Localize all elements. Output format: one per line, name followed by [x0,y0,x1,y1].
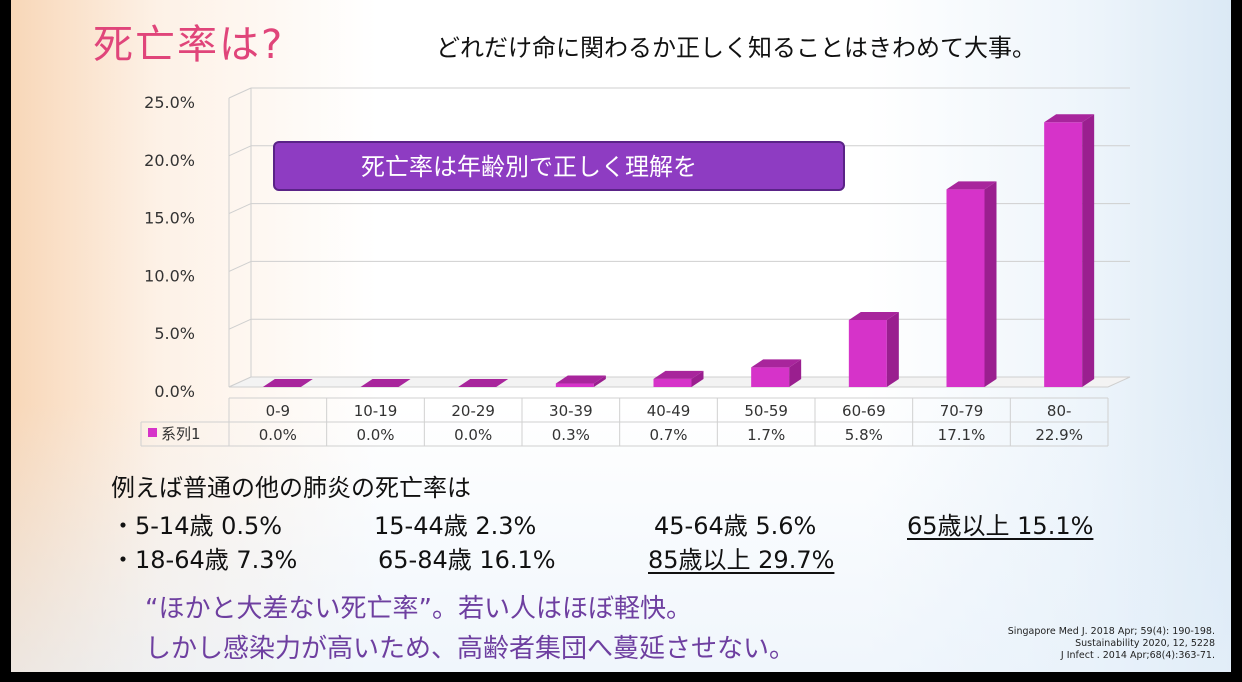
message-line-2: しかし感染力が高いため、高齢者集団へ蔓延させない。 [145,634,796,664]
x-category-label: 50-59 [744,402,788,420]
bar-side [691,370,704,387]
data-label: 0.7% [649,426,687,444]
info-line-2: ・18-64歳 7.3% [111,540,297,575]
bar-front [1044,122,1083,387]
info-line-2-b: 65-84歳 16.1% [378,540,556,575]
data-label: 22.9% [1035,426,1083,444]
bar-side [593,375,606,387]
bar [1044,114,1095,387]
data-label: 1.7% [747,426,785,444]
bar-top [360,379,411,387]
page-title: 死亡率は? [93,22,285,68]
bar-top [946,181,997,190]
bar-side [984,181,997,387]
bar-front [555,383,594,387]
data-label: 0.0% [356,426,394,444]
bar-top [653,370,704,379]
bar [458,379,509,387]
rate-65-plus: 65歳以上 15.1% [907,512,1094,540]
message-line-1: “ほかと大差ない死亡率”。若い人はほぼ軽快。 [145,594,692,624]
y-tick-label: 0.0% [154,382,195,401]
x-category-label: 40-49 [647,402,691,420]
data-label: 0.3% [552,426,590,444]
bar [360,379,411,387]
x-category-label: 80- [1047,402,1072,420]
bar-front [751,367,790,387]
bar [653,370,704,387]
info-line-1: ・5-14歳 0.5% [111,506,282,541]
y-tick-label: 25.0% [144,93,195,112]
bar [946,181,997,387]
bar-front [946,189,985,387]
bar [555,375,606,387]
rate-15-44: 15-44歳 2.3% [374,512,537,540]
bar-side [1082,114,1095,387]
bar-side [789,359,802,387]
y-axis-ticks: 0.0% 5.0% 10.0% 15.0% 20.0% 25.0% [144,93,195,401]
bar [848,311,899,387]
info-line-1-d: 65歳以上 15.1% [907,506,1093,541]
bar-top [1044,114,1095,123]
y-tick-label: 5.0% [154,324,195,343]
data-table: 系列1 0-9 0.0% 10-19 0.0% 20-29 0.0% 30-39 0.3% 40-… [140,397,1109,447]
info-line-1-b: 15-44歳 2.3% [374,506,536,541]
citations: Singapore Med J. 2018 Apr; 59(4): 190-19… [915,626,1215,662]
data-label: 0.0% [259,426,297,444]
citation-2: Sustainability 2020, 12, 5228 [1075,638,1215,649]
x-category-label: 60-69 [842,402,886,420]
gridline-diagonal [228,260,252,272]
y-tick-label: 20.0% [144,151,195,170]
rate-85-plus: 85歳以上 29.7% [648,546,835,574]
rate-5-14: ・5-14歳 0.5% [111,512,283,540]
chart-bars [262,114,1095,387]
y-tick-label: 10.0% [144,266,195,285]
data-label: 17.1% [938,426,986,444]
bar-chart: 0.0% 5.0% 10.0% 15.0% 20.0% 25.0% 系列1 0-9 0.0% 1… [140,87,1131,447]
bar [262,379,313,387]
citation-3: J Infect . 2014 Apr;68(4):363-71. [1060,650,1215,661]
data-label: 5.8% [845,426,883,444]
citation-1: Singapore Med J. 2018 Apr; 59(4): 190-19… [1007,626,1215,637]
bar-front [848,319,887,387]
gridline-diagonal [228,203,252,215]
info-line-1-c: 45-64歳 5.6% [654,506,816,541]
chart-banner: 死亡率は年齢別で正しく理解を [273,141,845,191]
bar-top [555,375,606,384]
bar [751,359,802,387]
legend-swatch [148,428,157,437]
rate-18-64: ・18-64歳 7.3% [111,546,298,574]
x-category-label: 70-79 [940,402,984,420]
x-category-label: 10-19 [354,402,398,420]
page-subtitle: どれだけ命に関わるか正しく知ることはきわめて大事。 [436,34,1036,62]
bar-top [751,359,802,368]
bar-top [262,379,313,387]
info-heading: 例えば普通の他の肺炎の死亡率は [111,474,471,502]
bar-front [653,378,692,387]
bar-top [458,379,509,387]
rate-45-64: 45-64歳 5.6% [654,512,817,540]
y-tick-label: 15.0% [144,209,195,228]
info-line-2-c: 85歳以上 29.7% [648,540,834,575]
bar-side [886,311,899,387]
bar-top [848,311,899,320]
gridline-diagonal [228,87,252,99]
gridline-diagonal [228,145,252,157]
gridline-diagonal [228,318,252,330]
legend-label: 系列1 [161,425,201,443]
x-category-label: 20-29 [451,402,495,420]
data-label: 0.0% [454,426,492,444]
rate-65-84: 65-84歳 16.1% [378,546,556,574]
x-category-label: 30-39 [549,402,593,420]
x-category-label: 0-9 [266,402,291,420]
slide: 死亡率は? どれだけ命に関わるか正しく知ることはきわめて大事。 0.0% 5.0%… [11,0,1231,672]
